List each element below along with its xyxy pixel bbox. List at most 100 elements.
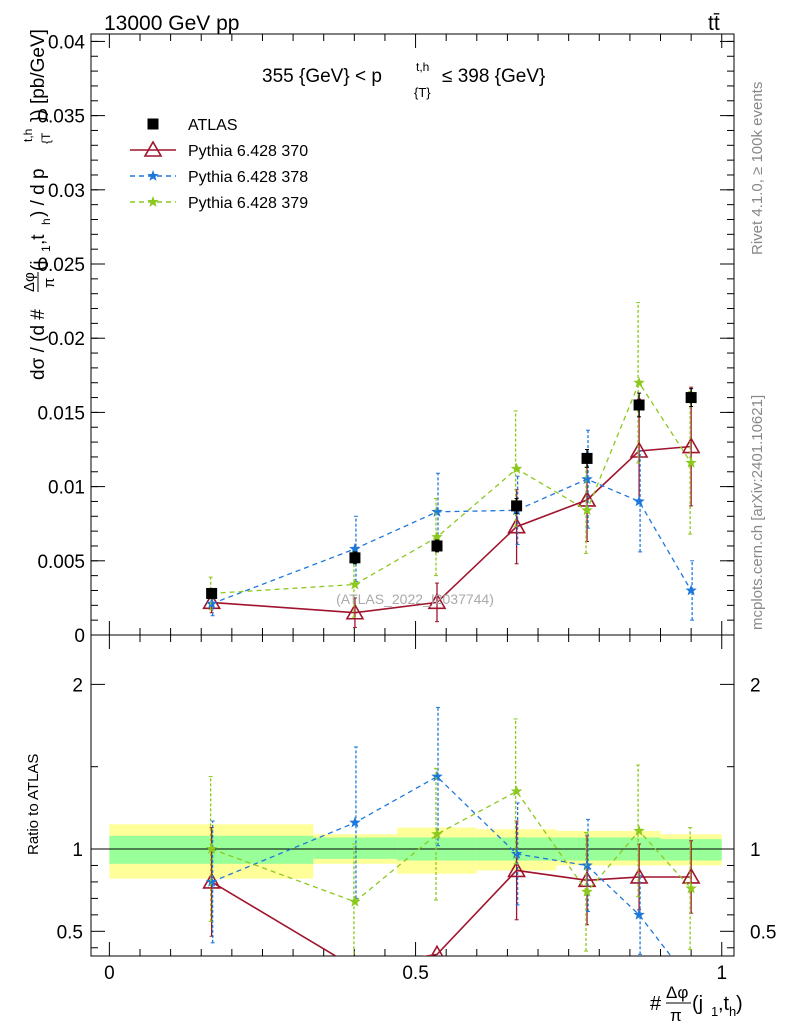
data-point-ratio [205,875,218,887]
data-point-ratio [349,895,361,907]
xlabel-rest: (j [692,993,703,1015]
title-sub: {T} [414,85,431,100]
data-point-ratio [510,847,523,859]
data-point-main [202,592,222,610]
series-2-ratio [205,706,672,956]
main-y-axis-label: dσ / (d # Δφ π (j 1 ,t h ) / d p t,h {T … [21,29,58,380]
series-line-main [211,445,692,614]
title-suffix: ≤ 398 {GeV} [442,66,545,87]
legend-label: Pythia 6.428 370 [188,143,308,160]
legend-label: Pythia 6.428 378 [188,169,308,186]
data-point-main [349,542,361,554]
ylabel-sub1: 1 [39,245,53,252]
series-line-ratio [211,869,692,956]
ratio-band-green [313,837,398,859]
data-point-main [431,531,443,542]
header-energy-label: 13000 GeV pp [104,12,239,35]
panel-title: 355 {GeV} < p t,h {T} ≤ 398 {GeV} [262,60,545,100]
xlabel-sub1: 1 [711,1004,718,1019]
data-point-ratio [507,860,526,878]
legend-marker [147,196,159,207]
main-y-tick-label: 0.035 [37,107,85,128]
main-plot-panel: 0 0.005 0.01 0.015 0.02 0.025 0.03 0.035 0.04 (A… [21,29,735,647]
data-point-main [581,473,593,485]
legend-marker [147,170,159,181]
main-y-tick-label: 0.04 [48,32,85,53]
series-0-main [206,388,697,599]
svg-text:355 {GeV} < p: 355 {GeV} < p [262,66,382,87]
data-point-main [511,500,523,512]
ratio-plot-panel: 0.5 0.5 1 1 2 2 0 0.5 1 Ratio to ATLAS [25,634,776,984]
legend: ATLAS Pythia 6.428 370 Pythia 6.428 378 Pyt… [130,117,308,212]
data-point-main [685,392,697,404]
data-point-main [427,592,447,610]
data-point-ratio [581,859,593,871]
series-line-main [211,478,692,605]
data-point-main [633,399,645,411]
data-point-ratio [685,882,697,894]
svg-text:) / d p: ) / d p [28,168,49,217]
watermark-label: (ATLAS_2022_I2037744) [336,591,494,607]
data-point-ratio [431,828,443,840]
data-point-ratio [633,824,645,836]
ratio-plot-frame [90,634,735,957]
data-point-ratio [431,770,443,782]
ratio-y-tick-label-left: 1 [72,840,83,861]
data-point-main [349,552,361,564]
ratio-y-tick-label-right: 1 [750,840,761,861]
ylabel-subh: h [39,218,53,225]
data-point-ratio [629,867,649,884]
data-point-ratio [581,885,593,897]
xlabel-frac-num: Δφ [666,983,688,1002]
main-y-tick-label: 0.02 [48,329,85,350]
xlabel-end: ) [736,993,743,1015]
ylabel-supth: t,h [21,129,35,142]
x-tick-label: 1 [716,963,727,984]
x-tick-label: 0.5 [402,963,428,984]
xlabel-mid: ,t [718,993,730,1015]
main-y-tick-label: 0.025 [37,255,85,276]
series-line-main [211,381,692,595]
ylabel-part-a: dσ / (d # [28,309,49,380]
title-prefix: 355 {GeV} < p [262,66,382,87]
ylabel-part-d: ) / d p [28,168,49,217]
ylabel-frac-den: π [41,278,58,288]
ratio-y-tick-label-right: 2 [750,675,761,696]
ylabel-subT: {T [39,132,53,144]
legend-label: ATLAS [188,117,238,134]
ratio-y-tick-label-left: 2 [72,675,83,696]
data-point-ratio [633,908,645,920]
data-point-main [681,436,701,454]
data-point-main [349,578,361,590]
svg-text:(j: (j [28,260,49,271]
series-3-ratio [205,718,697,956]
data-point-main [633,495,645,507]
data-point-main [507,517,526,534]
mcplots-label: mcplots.cern.ch [arXiv:2401.10621] [749,395,766,630]
main-y-tick-label: 0.03 [48,181,85,202]
legend-marker [147,118,159,130]
data-point-ratio [510,785,523,797]
data-point-main [510,462,523,474]
ylabel-frac-num: Δφ [21,272,38,292]
main-y-tick-label: 0.005 [37,552,85,573]
header-process-label: tt̄ [708,12,720,35]
data-point-ratio [347,960,363,974]
svg-text:dσ / (d #: dσ / (d # [28,309,49,380]
data-point-main [431,540,443,552]
legend-label: Pythia 6.428 379 [188,195,308,212]
data-point-main [629,441,649,458]
series-3-main [205,302,697,618]
ylabel-part-b: (j [28,260,49,271]
xlabel-subh: h [729,1004,736,1019]
data-point-main [581,504,593,516]
data-point-main [205,597,218,609]
ratio-y-tick-label-right: 0.5 [750,922,776,943]
main-y-tick-label: 0.01 [48,478,85,499]
data-point-ratio [349,816,361,828]
data-point-main [345,603,365,620]
main-y-tick-label: 0 [74,626,85,647]
svg-text:,t: ,t [28,234,49,245]
series-line-ratio [211,775,672,956]
